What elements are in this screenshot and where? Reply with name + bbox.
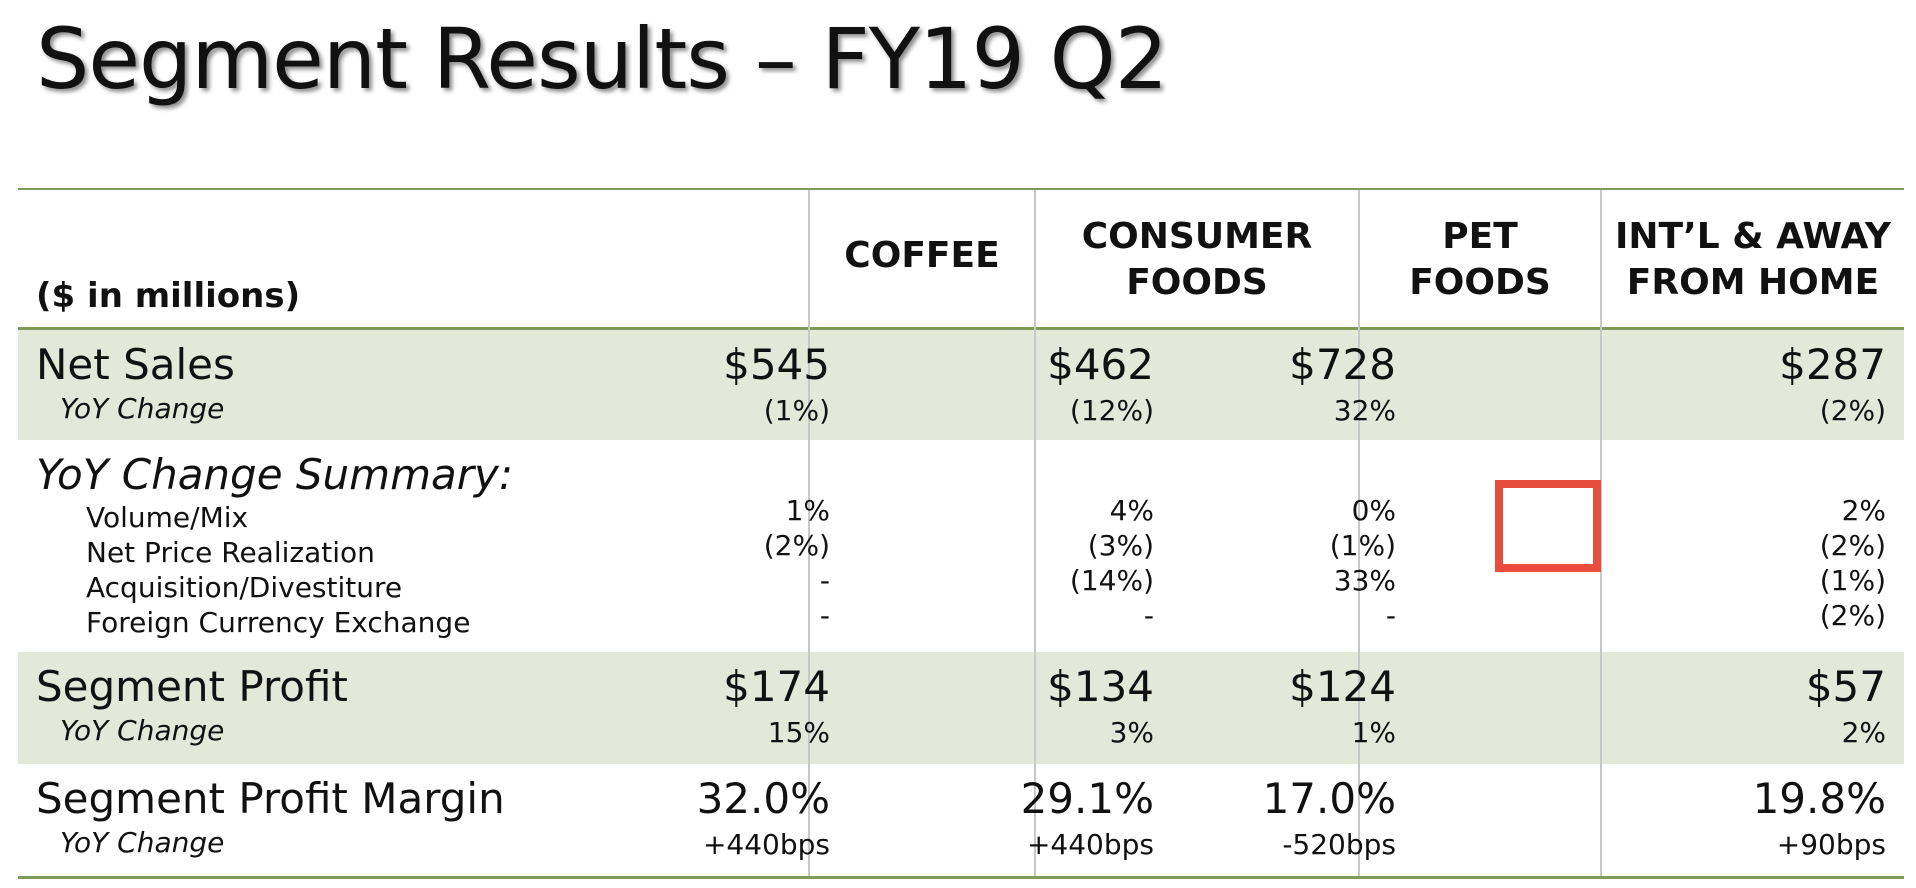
summary-value: 2% <box>1841 494 1886 527</box>
summary-component: Net Price Realization <box>86 536 375 569</box>
segment-margin-value: 17.0% <box>1262 774 1396 823</box>
segment-profit-yoy-value: 3% <box>1109 716 1154 749</box>
summary-component-list: Volume/Mix Net Price Realization Acquisi… <box>86 500 470 640</box>
header-rule <box>18 327 1904 330</box>
summary-value: (3%) <box>1087 529 1154 562</box>
net-sales-band <box>18 330 1904 440</box>
segment-profit-yoy-value: 2% <box>1841 716 1886 749</box>
summary-value: 33% <box>1333 564 1396 597</box>
segment-margin-label: Segment Profit Margin <box>36 774 505 823</box>
column-divider <box>808 190 810 876</box>
segment-results-table: ($ in millions) COFFEE CONSUMER FOODS PE… <box>18 188 1904 880</box>
summary-values-consumer-foods: 4% (3%) (14%) - <box>1070 493 1154 633</box>
net-sales-label: Net Sales <box>36 340 235 389</box>
net-sales-yoy-value: 32% <box>1333 394 1396 427</box>
column-header-coffee: COFFEE <box>810 233 1034 279</box>
column-header-line: CONSUMER <box>1081 216 1313 257</box>
summary-value: - <box>1143 599 1154 632</box>
column-divider <box>1034 190 1036 876</box>
yoy-summary-label: YoY Change Summary: <box>36 450 514 499</box>
summary-value: 0% <box>1351 494 1396 527</box>
segment-margin-value: 32.0% <box>696 774 830 823</box>
segment-profit-yoy-value: 1% <box>1351 716 1396 749</box>
net-sales-yoy-value: (12%) <box>1069 394 1154 427</box>
summary-component: Foreign Currency Exchange <box>86 606 471 639</box>
segment-margin-value: 19.8% <box>1752 774 1886 823</box>
page-title: Segment Results – FY19 Q2 <box>36 10 1168 108</box>
column-header-line: PET <box>1442 216 1518 257</box>
net-sales-value: $462 <box>1047 340 1154 389</box>
summary-value: - <box>819 599 830 632</box>
summary-values-pet-foods: 0% (1%) 33% - <box>1330 493 1396 633</box>
segment-profit-value: $124 <box>1289 662 1396 711</box>
segment-margin-yoy-value: -520bps <box>1282 828 1396 861</box>
summary-value: (14%) <box>1069 564 1154 597</box>
column-header-line: INT’L & AWAY <box>1615 216 1891 257</box>
summary-value: (2%) <box>1819 599 1886 632</box>
column-header-line: FOODS <box>1126 262 1268 303</box>
segment-profit-yoy-value: 15% <box>767 716 830 749</box>
summary-value: (2%) <box>1819 529 1886 562</box>
column-header-line: COFFEE <box>844 235 1000 276</box>
net-sales-value: $287 <box>1779 340 1886 389</box>
segment-margin-value: 29.1% <box>1020 774 1154 823</box>
summary-value: 4% <box>1109 494 1154 527</box>
summary-component: Acquisition/Divestiture <box>86 571 403 604</box>
summary-value: (2%) <box>763 529 830 562</box>
segment-profit-label: Segment Profit <box>36 662 348 711</box>
column-header-line: FROM HOME <box>1626 262 1880 303</box>
segment-profit-yoy-label: YoY Change <box>60 714 225 747</box>
summary-component: Volume/Mix <box>86 501 249 534</box>
summary-value: 1% <box>785 494 830 527</box>
column-header-line: FOODS <box>1409 262 1551 303</box>
summary-value: (1%) <box>1819 564 1886 597</box>
segment-margin-yoy-label: YoY Change <box>60 826 225 859</box>
column-header-intl-away-from-home: INT’L & AWAY FROM HOME <box>1602 214 1904 306</box>
net-sales-value: $728 <box>1289 340 1396 389</box>
net-sales-yoy-label: YoY Change <box>60 392 225 425</box>
column-header-consumer-foods: CONSUMER FOODS <box>1036 214 1358 306</box>
net-sales-yoy-value: (2%) <box>1819 394 1886 427</box>
summary-value: - <box>1385 599 1396 632</box>
summary-value: (1%) <box>1329 529 1396 562</box>
top-rule <box>18 188 1904 190</box>
bottom-rule <box>18 876 1904 879</box>
units-label: ($ in millions) <box>36 276 301 316</box>
highlight-box <box>1495 480 1601 572</box>
segment-profit-value: $134 <box>1047 662 1154 711</box>
net-sales-value: $545 <box>723 340 830 389</box>
segment-margin-yoy-value: +90bps <box>1776 828 1886 861</box>
segment-profit-band <box>18 652 1904 764</box>
column-header-pet-foods: PET FOODS <box>1360 214 1600 306</box>
segment-profit-value: $174 <box>723 662 830 711</box>
summary-values-intl-away-from-home: 2% (2%) (1%) (2%) <box>1820 493 1886 633</box>
net-sales-yoy-value: (1%) <box>763 394 830 427</box>
column-divider <box>1358 190 1360 876</box>
segment-margin-yoy-value: +440bps <box>702 828 830 861</box>
segment-margin-yoy-value: +440bps <box>1026 828 1154 861</box>
summary-value: - <box>819 564 830 597</box>
summary-values-coffee: 1% (2%) - - <box>764 493 830 633</box>
segment-profit-value: $57 <box>1805 662 1886 711</box>
column-divider <box>1600 190 1602 876</box>
